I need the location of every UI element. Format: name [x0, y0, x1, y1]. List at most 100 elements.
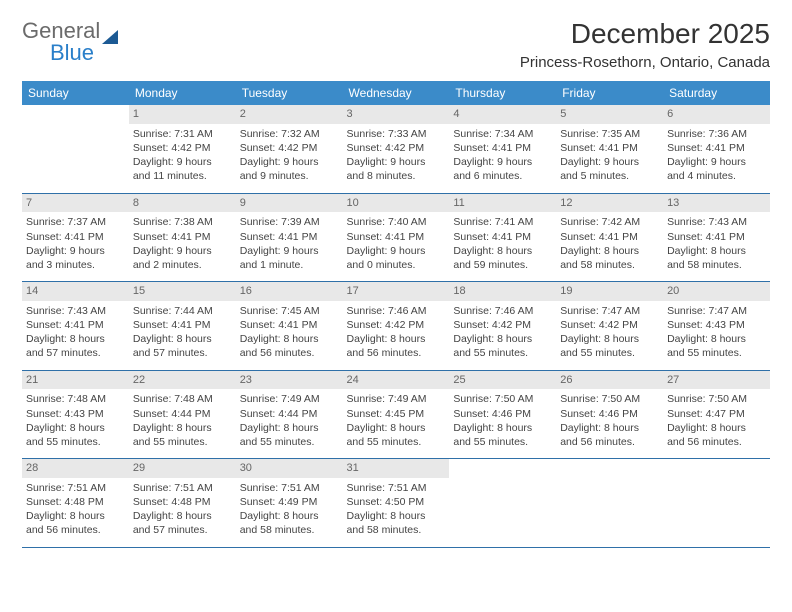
calendar-cell: 25Sunrise: 7:50 AMSunset: 4:46 PMDayligh…: [449, 371, 556, 459]
sunset-text: Sunset: 4:41 PM: [560, 230, 659, 244]
sunrise-text: Sunrise: 7:43 AM: [26, 304, 125, 318]
sunset-text: Sunset: 4:42 PM: [560, 318, 659, 332]
week-separator: [22, 547, 770, 548]
calendar-head: SundayMondayTuesdayWednesdayThursdayFrid…: [22, 81, 770, 105]
calendar-cell: 5Sunrise: 7:35 AMSunset: 4:41 PMDaylight…: [556, 105, 663, 193]
calendar-cell: [22, 105, 129, 193]
daylight-text: Daylight: 9 hours and 5 minutes.: [560, 155, 659, 183]
day-number: 30: [236, 459, 343, 478]
calendar-cell: 28Sunrise: 7:51 AMSunset: 4:48 PMDayligh…: [22, 459, 129, 547]
daylight-text: Daylight: 8 hours and 58 minutes.: [560, 244, 659, 272]
sunrise-text: Sunrise: 7:50 AM: [560, 392, 659, 406]
sunset-text: Sunset: 4:46 PM: [560, 407, 659, 421]
daylight-text: Daylight: 9 hours and 9 minutes.: [240, 155, 339, 183]
day-number: 12: [556, 194, 663, 213]
daylight-text: Daylight: 9 hours and 0 minutes.: [347, 244, 446, 272]
calendar-cell: 26 Sunrise: 7:50 AMSunset: 4:46 PMDayligh…: [556, 371, 663, 459]
cell-text: Sunrise: 7:37 AMSunset: 4:41 PMDaylight:…: [26, 215, 125, 272]
location-text: Princess-Rosethorn, Ontario, Canada: [520, 54, 770, 71]
calendar-cell: 20Sunrise: 7:47 AMSunset: 4:43 PMDayligh…: [663, 282, 770, 370]
day-number: 15: [129, 282, 236, 301]
day-number: 6: [663, 105, 770, 124]
cell-text: Sunrise: 7:39 AMSunset: 4:41 PMDaylight:…: [240, 215, 339, 272]
daylight-text: Daylight: 8 hours and 58 minutes.: [667, 244, 766, 272]
sunset-text: Sunset: 4:41 PM: [347, 230, 446, 244]
daylight-text: Daylight: 8 hours and 59 minutes.: [453, 244, 552, 272]
weekday-header: Tuesday: [236, 81, 343, 105]
daylight-text: Daylight: 8 hours and 55 minutes.: [667, 332, 766, 360]
sunrise-text: Sunrise: 7:34 AM: [453, 127, 552, 141]
sunrise-text: Sunrise: 7:47 AM: [560, 304, 659, 318]
day-number: 3: [343, 105, 450, 124]
daylight-text: Daylight: 8 hours and 55 minutes.: [453, 421, 552, 449]
cell-text: Sunrise: 7:35 AMSunset: 4:41 PMDaylight:…: [560, 127, 659, 184]
day-number: 13: [663, 194, 770, 213]
cell-text: Sunrise: 7:48 AMSunset: 4:43 PMDaylight:…: [26, 392, 125, 449]
calendar-cell: 16Sunrise: 7:45 AMSunset: 4:41 PMDayligh…: [236, 282, 343, 370]
day-number: 23: [236, 371, 343, 390]
sunrise-text: Sunrise: 7:43 AM: [667, 215, 766, 229]
cell-text: Sunrise: 7:51 AMSunset: 4:48 PMDaylight:…: [133, 481, 232, 538]
header-bar: General Blue December 2025 Princess-Rose…: [22, 18, 770, 71]
cell-text: Sunrise: 7:47 AMSunset: 4:42 PMDaylight:…: [560, 304, 659, 361]
day-number: 2: [236, 105, 343, 124]
cell-text: Sunrise: 7:32 AMSunset: 4:42 PMDaylight:…: [240, 127, 339, 184]
day-number: 11: [449, 194, 556, 213]
calendar-cell: 2 Sunrise: 7:32 AMSunset: 4:42 PMDaylight…: [236, 105, 343, 193]
brand-logo: General Blue: [22, 18, 118, 66]
sunset-text: Sunset: 4:48 PM: [133, 495, 232, 509]
cell-text: Sunrise: 7:45 AMSunset: 4:41 PMDaylight:…: [240, 304, 339, 361]
sunrise-text: Sunrise: 7:49 AM: [347, 392, 446, 406]
calendar-cell: 11 Sunrise: 7:41 AMSunset: 4:41 PMDayligh…: [449, 194, 556, 282]
daylight-text: Daylight: 8 hours and 56 minutes.: [667, 421, 766, 449]
cell-text: Sunrise: 7:49 AMSunset: 4:45 PMDaylight:…: [347, 392, 446, 449]
daylight-text: Daylight: 8 hours and 57 minutes.: [133, 509, 232, 537]
sunset-text: Sunset: 4:45 PM: [347, 407, 446, 421]
sunrise-text: Sunrise: 7:51 AM: [240, 481, 339, 495]
cell-text: Sunrise: 7:36 AMSunset: 4:41 PMDaylight:…: [667, 127, 766, 184]
calendar-cell: [663, 459, 770, 547]
cell-text: Sunrise: 7:44 AMSunset: 4:41 PMDaylight:…: [133, 304, 232, 361]
sunrise-text: Sunrise: 7:48 AM: [26, 392, 125, 406]
day-number: 28: [22, 459, 129, 478]
sunset-text: Sunset: 4:41 PM: [240, 230, 339, 244]
cell-text: Sunrise: 7:31 AMSunset: 4:42 PMDaylight:…: [133, 127, 232, 184]
sunset-text: Sunset: 4:42 PM: [347, 318, 446, 332]
sail-icon: [102, 30, 118, 44]
day-number: 26: [556, 371, 663, 390]
day-number: 31: [343, 459, 450, 478]
calendar-cell: 22Sunrise: 7:48 AMSunset: 4:44 PMDayligh…: [129, 371, 236, 459]
sunrise-text: Sunrise: 7:51 AM: [26, 481, 125, 495]
weekday-header: Monday: [129, 81, 236, 105]
cell-text: Sunrise: 7:51 AMSunset: 4:50 PMDaylight:…: [347, 481, 446, 538]
sunset-text: Sunset: 4:49 PM: [240, 495, 339, 509]
sunrise-text: Sunrise: 7:48 AM: [133, 392, 232, 406]
calendar-cell: 13Sunrise: 7:43 AMSunset: 4:41 PMDayligh…: [663, 194, 770, 282]
cell-text: Sunrise: 7:50 AMSunset: 4:46 PMDaylight:…: [560, 392, 659, 449]
weekday-header: Saturday: [663, 81, 770, 105]
sunrise-text: Sunrise: 7:39 AM: [240, 215, 339, 229]
sunrise-text: Sunrise: 7:44 AM: [133, 304, 232, 318]
calendar-cell: 10 Sunrise: 7:40 AMSunset: 4:41 PMDayligh…: [343, 194, 450, 282]
daylight-text: Daylight: 8 hours and 55 minutes.: [240, 421, 339, 449]
calendar-body: 1Sunrise: 7:31 AMSunset: 4:42 PMDaylight…: [22, 105, 770, 548]
day-number: 18: [449, 282, 556, 301]
calendar-cell: 7Sunrise: 7:37 AMSunset: 4:41 PMDaylight…: [22, 194, 129, 282]
day-number: 14: [22, 282, 129, 301]
cell-text: Sunrise: 7:41 AMSunset: 4:41 PMDaylight:…: [453, 215, 552, 272]
title-block: December 2025 Princess-Rosethorn, Ontari…: [520, 18, 770, 71]
cell-text: Sunrise: 7:40 AMSunset: 4:41 PMDaylight:…: [347, 215, 446, 272]
sunrise-text: Sunrise: 7:45 AM: [240, 304, 339, 318]
sunrise-text: Sunrise: 7:31 AM: [133, 127, 232, 141]
cell-text: Sunrise: 7:47 AMSunset: 4:43 PMDaylight:…: [667, 304, 766, 361]
day-number: 10: [343, 194, 450, 213]
daylight-text: Daylight: 8 hours and 55 minutes.: [560, 332, 659, 360]
sunset-text: Sunset: 4:41 PM: [560, 141, 659, 155]
sunrise-text: Sunrise: 7:51 AM: [347, 481, 446, 495]
calendar-week: 28Sunrise: 7:51 AMSunset: 4:48 PMDayligh…: [22, 459, 770, 547]
calendar-cell: 17Sunrise: 7:46 AMSunset: 4:42 PMDayligh…: [343, 282, 450, 370]
calendar-week: 1Sunrise: 7:31 AMSunset: 4:42 PMDaylight…: [22, 105, 770, 193]
daylight-text: Daylight: 9 hours and 3 minutes.: [26, 244, 125, 272]
calendar-cell: 21Sunrise: 7:48 AMSunset: 4:43 PMDayligh…: [22, 371, 129, 459]
sunset-text: Sunset: 4:42 PM: [133, 141, 232, 155]
